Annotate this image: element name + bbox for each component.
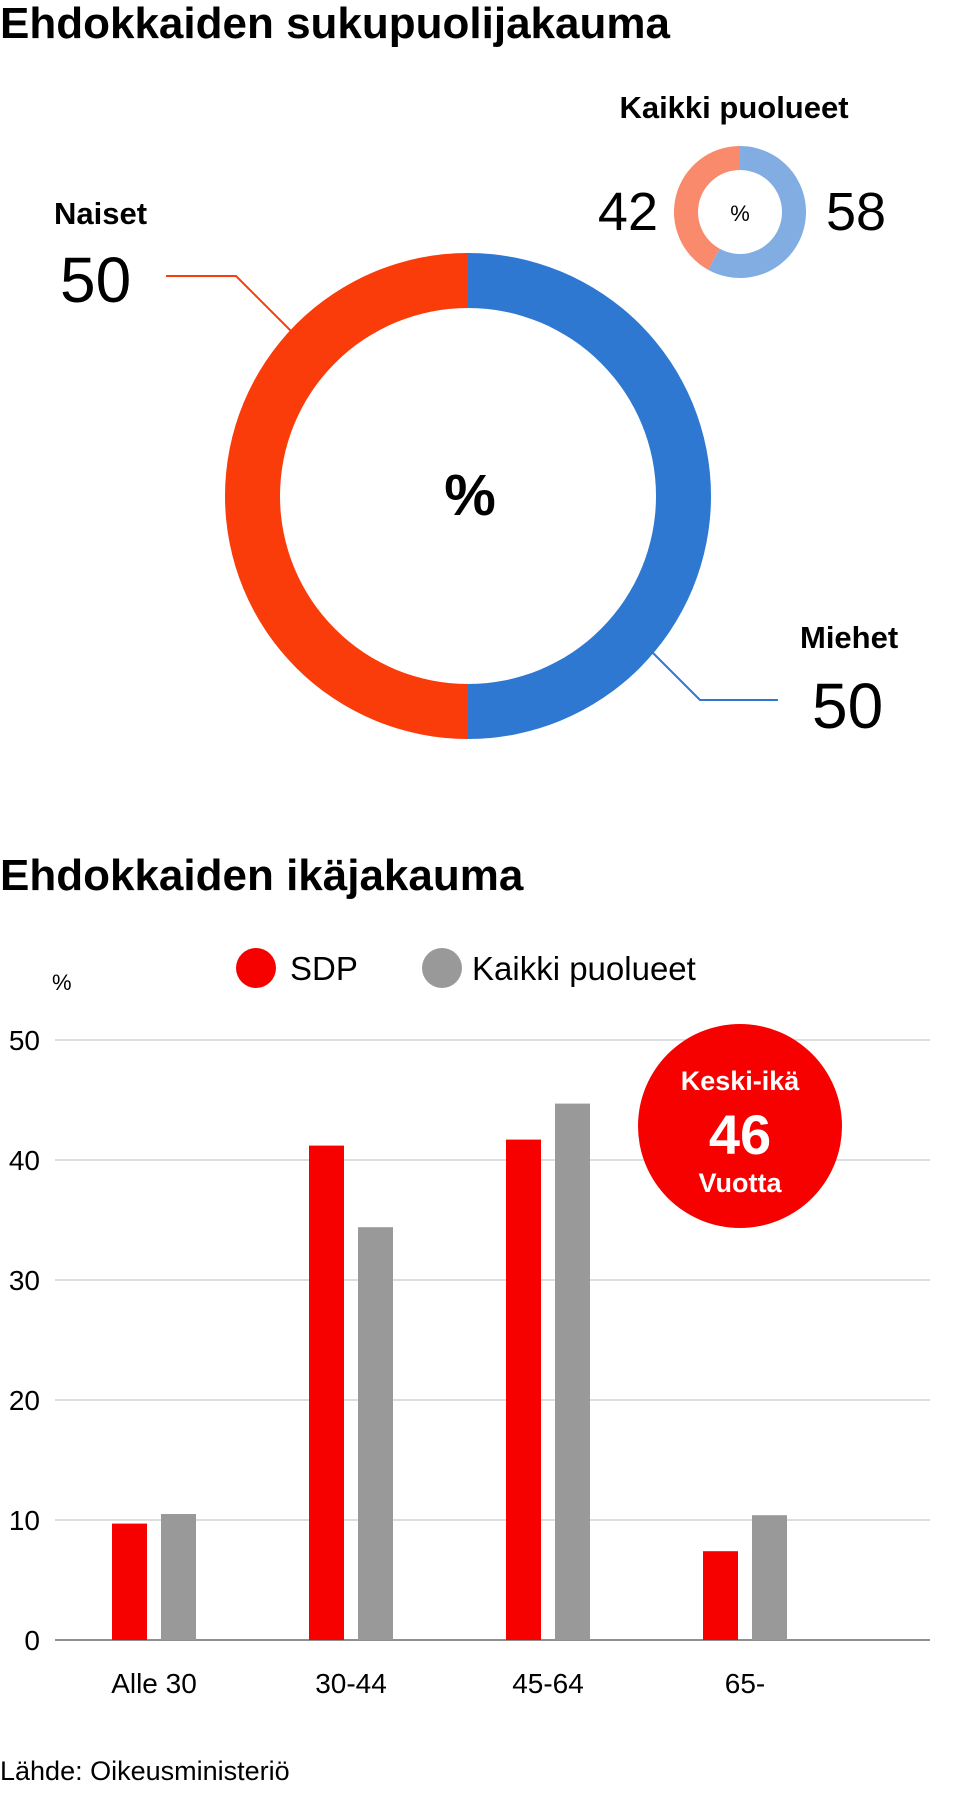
donut-slice-miehet [468, 253, 711, 739]
bar-sdp [112, 1523, 147, 1640]
donut-center-percent: % [444, 463, 496, 528]
x-tick-label: Alle 30 [111, 1668, 197, 1699]
leader-line-miehet [651, 651, 778, 701]
bar-all-parties [752, 1515, 787, 1640]
y-tick-label: 10 [9, 1505, 40, 1536]
value-miehet: 50 [812, 670, 883, 742]
gender-donut-chart: % [225, 253, 711, 739]
legend-swatch-all-parties [422, 948, 462, 988]
small-donut-center-percent: % [730, 201, 750, 226]
small-donut-title: Kaikki puolueet [619, 90, 848, 125]
y-tick-label: 30 [9, 1265, 40, 1296]
average-age-badge: Keski-ikä 46 Vuotta [638, 1024, 842, 1228]
small-donut-value-women: 42 [598, 182, 658, 242]
donut-slice-naiset [225, 253, 468, 739]
legend-label-sdp: SDP [290, 950, 358, 987]
x-tick-label: 30-44 [315, 1668, 387, 1699]
small-donut-slice-women [674, 146, 740, 270]
badge-line1: Keski-ikä [681, 1066, 801, 1096]
bar-sdp [506, 1139, 541, 1640]
y-tick-label: 40 [9, 1145, 40, 1176]
legend-label-all-parties: Kaikki puolueet [472, 950, 696, 987]
label-miehet: Miehet [800, 620, 898, 655]
y-tick-label: 20 [9, 1385, 40, 1416]
small-donut-value-men: 58 [826, 182, 886, 242]
y-tick-label: 0 [24, 1625, 40, 1656]
label-naiset: Naiset [54, 196, 147, 231]
bar-all-parties [358, 1227, 393, 1640]
bar-sdp [309, 1145, 344, 1640]
x-tick-label: 65- [725, 1668, 765, 1699]
bar-legend: SDP Kaikki puolueet [236, 948, 696, 988]
y-tick-label: 50 [9, 1025, 40, 1056]
legend-swatch-sdp [236, 948, 276, 988]
age-section-title: Ehdokkaiden ikäjakauma [0, 851, 524, 900]
x-tick-label: 45-64 [512, 1668, 584, 1699]
y-axis-unit-label: % [52, 970, 72, 995]
leader-line-naiset [166, 275, 295, 335]
age-bar-chart: 0 10 20 30 40 50 Alle 30 30-44 45-64 65- [9, 1025, 930, 1699]
bar-all-parties [555, 1103, 590, 1640]
value-naiset: 50 [60, 244, 131, 316]
all-parties-donut-chart: Kaikki puolueet % 42 58 [598, 90, 886, 278]
bar-sdp [703, 1551, 738, 1640]
badge-circle [638, 1024, 842, 1228]
badge-value: 46 [709, 1103, 771, 1166]
source-note: Lähde: Oikeusministeriö [0, 1756, 290, 1786]
bar-all-parties [161, 1514, 196, 1640]
badge-line3: Vuotta [699, 1168, 783, 1198]
gender-section-title: Ehdokkaiden sukupuolijakauma [0, 0, 670, 48]
small-donut-slice-men [708, 146, 806, 278]
